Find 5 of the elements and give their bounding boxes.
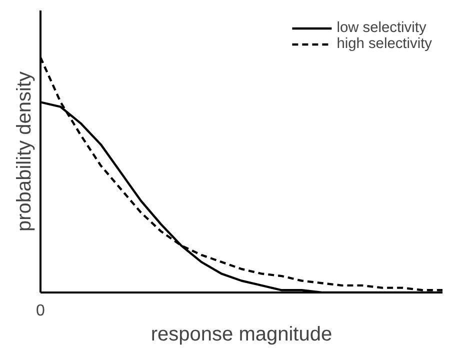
y-axis-title: probability density bbox=[14, 71, 36, 232]
legend-label: low selectivity bbox=[336, 20, 426, 36]
text: 0 bbox=[36, 302, 46, 320]
legend-label: high selectivity bbox=[336, 36, 432, 52]
x-axis-title: response magnitude bbox=[150, 324, 332, 346]
